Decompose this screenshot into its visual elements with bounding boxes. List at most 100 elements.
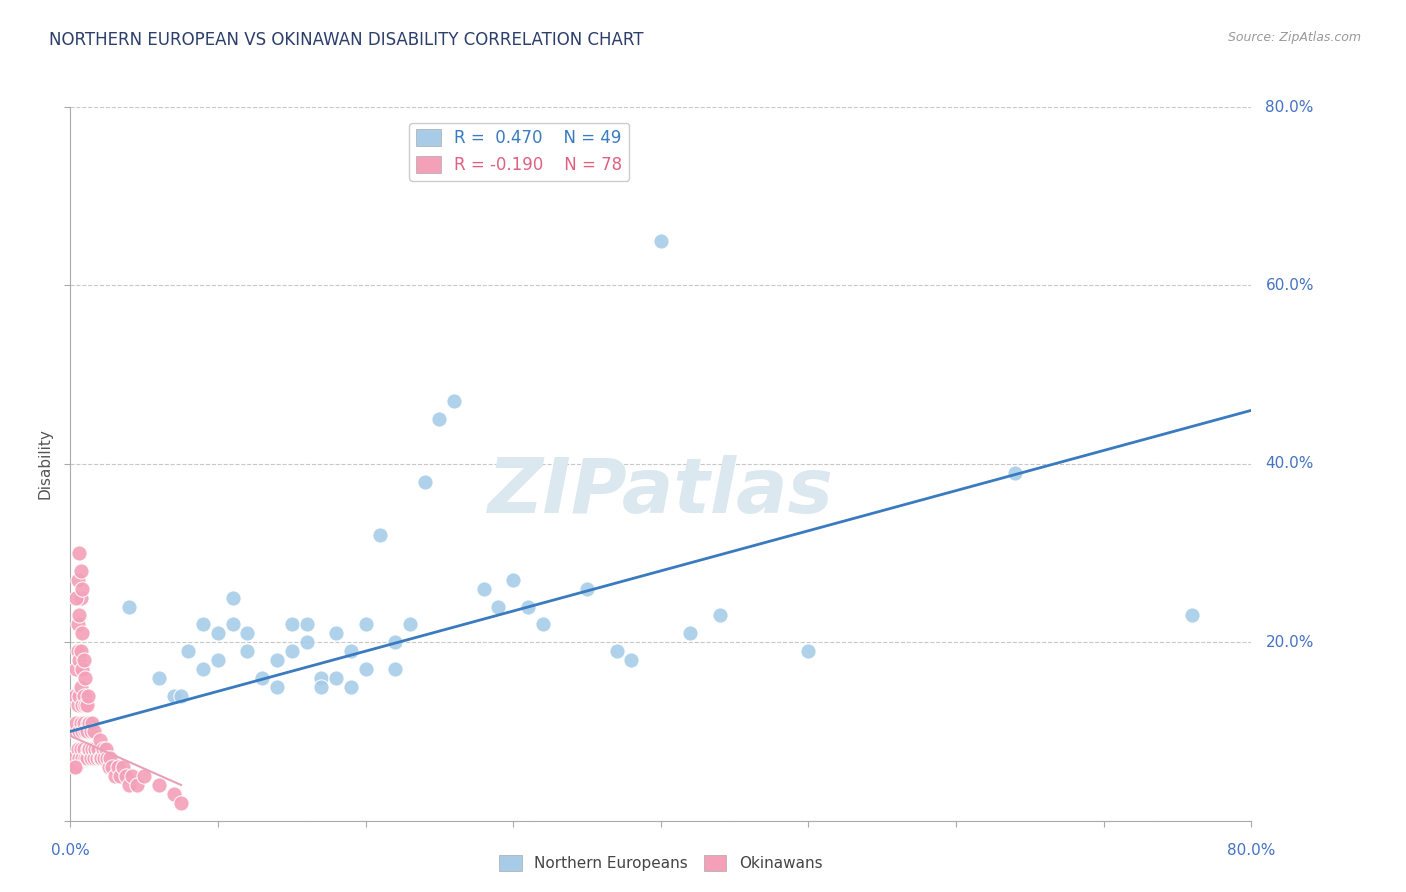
- Point: [121, 769, 143, 783]
- Point: [1181, 608, 1204, 623]
- Point: [69, 715, 91, 730]
- Point: [191, 617, 214, 632]
- Point: [207, 626, 229, 640]
- Point: [65, 715, 87, 730]
- Point: [80, 751, 103, 765]
- Point: [66, 644, 89, 658]
- Point: [170, 689, 193, 703]
- Point: [605, 644, 627, 658]
- Point: [63, 689, 86, 703]
- Point: [679, 626, 702, 640]
- Point: [115, 769, 138, 783]
- Point: [709, 608, 731, 623]
- Point: [69, 564, 91, 578]
- Point: [97, 760, 120, 774]
- Point: [67, 546, 90, 560]
- Point: [67, 751, 90, 765]
- Point: [98, 751, 121, 765]
- Point: [177, 644, 200, 658]
- Point: [309, 671, 333, 685]
- Point: [83, 751, 105, 765]
- Point: [75, 698, 96, 712]
- Point: [66, 617, 89, 632]
- Point: [62, 751, 84, 765]
- Point: [79, 715, 101, 730]
- Text: 80.0%: 80.0%: [1227, 843, 1275, 858]
- Point: [65, 662, 87, 676]
- Point: [75, 671, 96, 685]
- Point: [266, 653, 288, 667]
- Point: [222, 617, 245, 632]
- Point: [354, 662, 377, 676]
- Point: [340, 644, 363, 658]
- Point: [70, 662, 93, 676]
- Point: [620, 653, 643, 667]
- Point: [413, 475, 436, 489]
- Point: [69, 742, 91, 756]
- Point: [148, 778, 170, 792]
- Point: [66, 573, 89, 587]
- Point: [163, 689, 186, 703]
- Point: [82, 715, 104, 730]
- Point: [72, 715, 94, 730]
- Point: [118, 599, 141, 614]
- Legend: Northern Europeans, Okinawans: Northern Europeans, Okinawans: [494, 849, 828, 877]
- Point: [87, 742, 110, 756]
- Point: [63, 724, 86, 739]
- Point: [70, 698, 93, 712]
- Point: [295, 635, 318, 649]
- Point: [67, 653, 90, 667]
- Point: [79, 742, 101, 756]
- Point: [86, 751, 108, 765]
- Point: [77, 715, 100, 730]
- Point: [384, 635, 406, 649]
- Point: [575, 582, 598, 596]
- Point: [89, 751, 111, 765]
- Point: [67, 689, 90, 703]
- Point: [66, 742, 89, 756]
- Point: [90, 751, 112, 765]
- Point: [72, 689, 94, 703]
- Point: [76, 751, 98, 765]
- Point: [80, 724, 103, 739]
- Point: [132, 769, 156, 783]
- Point: [69, 591, 91, 605]
- Point: [170, 796, 193, 810]
- Point: [65, 591, 87, 605]
- Point: [650, 234, 672, 248]
- Point: [472, 582, 495, 596]
- Point: [1004, 466, 1026, 480]
- Point: [236, 644, 259, 658]
- Point: [163, 787, 186, 801]
- Point: [266, 680, 288, 694]
- Point: [93, 751, 115, 765]
- Point: [110, 769, 132, 783]
- Point: [104, 769, 127, 783]
- Point: [148, 671, 170, 685]
- Point: [340, 680, 363, 694]
- Point: [82, 742, 104, 756]
- Point: [84, 742, 107, 756]
- Point: [325, 671, 347, 685]
- Point: [72, 653, 94, 667]
- Point: [70, 626, 93, 640]
- Point: [69, 680, 91, 694]
- Point: [72, 742, 94, 756]
- Point: [236, 626, 259, 640]
- Point: [427, 412, 450, 426]
- Point: [107, 760, 129, 774]
- Text: 20.0%: 20.0%: [1265, 635, 1313, 649]
- Point: [191, 662, 214, 676]
- Point: [399, 617, 422, 632]
- Point: [77, 742, 100, 756]
- Text: 0.0%: 0.0%: [51, 843, 90, 858]
- Point: [207, 653, 229, 667]
- Point: [250, 671, 273, 685]
- Point: [368, 528, 391, 542]
- Point: [309, 680, 333, 694]
- Point: [517, 599, 540, 614]
- Point: [66, 698, 89, 712]
- Point: [281, 644, 304, 658]
- Point: [325, 626, 347, 640]
- Text: NORTHERN EUROPEAN VS OKINAWAN DISABILITY CORRELATION CHART: NORTHERN EUROPEAN VS OKINAWAN DISABILITY…: [49, 31, 644, 49]
